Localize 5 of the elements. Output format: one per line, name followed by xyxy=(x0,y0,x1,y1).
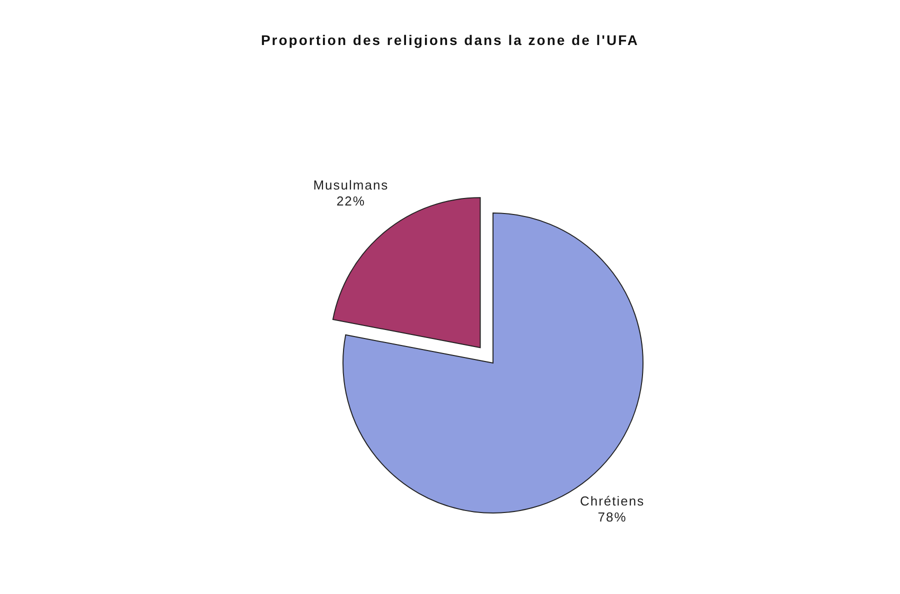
data-label: 22% xyxy=(336,193,366,208)
chart-title: Proportion des religions dans la zone de l'UFA xyxy=(260,32,640,48)
slice-label: Musulmans xyxy=(313,178,389,193)
slice-label: Chrétiens xyxy=(580,494,645,509)
data-label: 78% xyxy=(598,509,627,524)
